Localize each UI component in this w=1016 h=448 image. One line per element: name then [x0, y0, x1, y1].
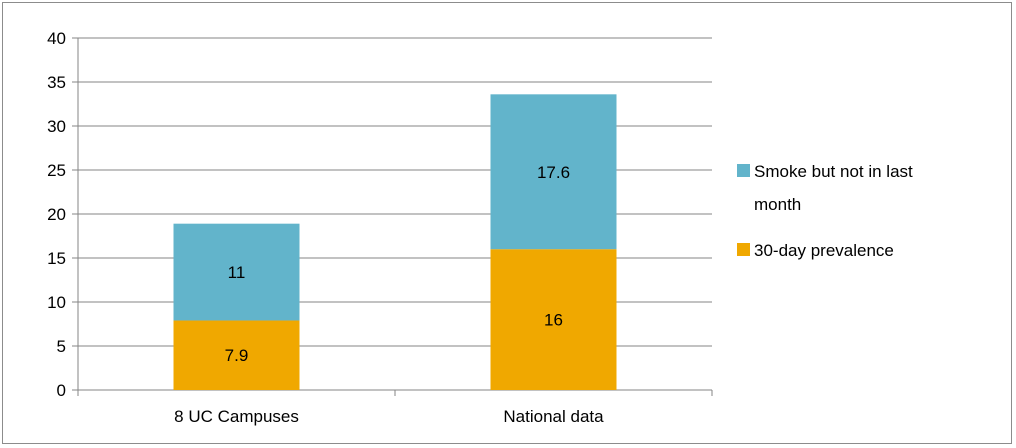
bar-segment	[173, 223, 300, 321]
data-label: 11	[228, 263, 246, 282]
legend-label: 30-day prevalence	[754, 241, 894, 260]
y-tick-label: 10	[47, 293, 66, 312]
data-label: 17.6	[537, 163, 570, 182]
y-tick-label: 25	[47, 161, 66, 180]
legend-swatch	[737, 243, 750, 256]
bars	[173, 94, 617, 390]
y-tick-label: 20	[47, 205, 66, 224]
y-tick-label: 35	[47, 73, 66, 92]
data-labels: 7.9 11 16 17.6	[225, 163, 570, 365]
x-category-label: National data	[503, 407, 604, 426]
legend-label: Smoke but not in last	[754, 162, 913, 181]
legend-swatch	[737, 164, 750, 177]
y-tick-label: 40	[47, 29, 66, 48]
bar-segment	[490, 249, 617, 390]
y-tick-label: 15	[47, 249, 66, 268]
y-tick-label: 5	[57, 337, 66, 356]
legend-label: month	[754, 195, 801, 214]
data-label: 7.9	[225, 346, 249, 365]
y-tick-label: 0	[57, 381, 66, 400]
x-category-label: 8 UC Campuses	[174, 407, 299, 426]
gridlines	[78, 37, 712, 391]
bar-segment	[490, 94, 617, 250]
data-label: 16	[544, 311, 563, 330]
bar-segment	[173, 320, 300, 390]
y-tick-label: 30	[47, 117, 66, 136]
legend: Smoke but not in last month 30-day prevale…	[737, 162, 913, 260]
